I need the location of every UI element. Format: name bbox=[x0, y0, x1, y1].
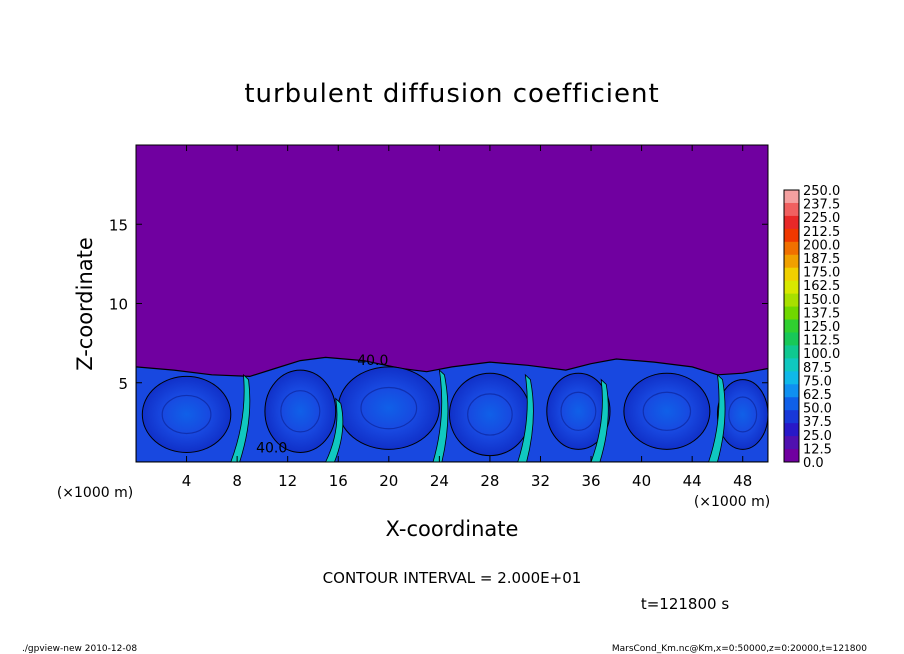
mixed-layer: 40.0 40.0 bbox=[136, 353, 768, 462]
file-info: MarsCond_Km.nc@Km,x=0:50000,z=0:20000,t=… bbox=[612, 644, 867, 654]
y-axis-label: Z-coordinate bbox=[73, 237, 97, 371]
colorbar-swatch bbox=[784, 202, 799, 217]
colorbar-swatch bbox=[784, 267, 799, 282]
colorbar-swatch bbox=[784, 397, 799, 411]
x-tick-label: 44 bbox=[683, 472, 702, 490]
y-unit-label: (×1000 m) bbox=[57, 485, 133, 501]
colorbar-swatch bbox=[784, 293, 799, 308]
x-tick-label: 16 bbox=[329, 472, 348, 490]
plume bbox=[230, 373, 251, 462]
colorbar-swatch bbox=[784, 319, 799, 333]
colorbar-label: 12.5 bbox=[803, 442, 832, 457]
colorbar-label: 62.5 bbox=[803, 388, 832, 403]
eddy-contour bbox=[642, 391, 692, 431]
eddy-contour bbox=[467, 393, 513, 436]
plume bbox=[517, 373, 534, 462]
x-tick-label: 4 bbox=[182, 472, 192, 490]
eddy-contour bbox=[161, 394, 212, 435]
eddy-cell bbox=[448, 372, 531, 457]
colorbar-swatch bbox=[784, 423, 799, 437]
plume bbox=[432, 368, 449, 462]
colorbar-swatch bbox=[784, 345, 799, 359]
colorbar-label: 125.0 bbox=[803, 320, 840, 335]
colorbar-swatch bbox=[784, 410, 799, 424]
x-tick-label: 28 bbox=[480, 472, 499, 490]
x-axis-label: X-coordinate bbox=[386, 517, 519, 541]
colorbar-label: 112.5 bbox=[803, 334, 840, 349]
eddy-cell bbox=[623, 372, 711, 450]
eddy-cell bbox=[337, 366, 440, 450]
eddy-cell bbox=[141, 375, 232, 453]
colorbar-label: 87.5 bbox=[803, 361, 832, 376]
x-tick-label: 8 bbox=[232, 472, 242, 490]
colorbar-label: 0.0 bbox=[803, 456, 824, 471]
colorbar-label: 187.5 bbox=[803, 252, 840, 267]
eddy-contour bbox=[360, 386, 418, 430]
chart-title: turbulent diffusion coefficient bbox=[244, 79, 659, 109]
colorbar-swatch bbox=[784, 384, 799, 398]
plume bbox=[590, 378, 609, 462]
x-unit-label: (×1000 m) bbox=[694, 494, 770, 510]
eddy-cell bbox=[546, 372, 611, 450]
contour-interval: CONTOUR INTERVAL = 2.000E+01 bbox=[323, 569, 582, 587]
program-info: ./gpview-new 2010-12-08 bbox=[22, 644, 137, 654]
y-tick-label: 10 bbox=[109, 296, 128, 314]
colorbar-label: 212.5 bbox=[803, 225, 840, 240]
y-tick-label: 5 bbox=[118, 375, 128, 393]
colorbar-label: 225.0 bbox=[803, 211, 840, 226]
colorbar: 250.0237.5225.0212.5200.0187.5175.0162.5… bbox=[783, 184, 840, 471]
x-tick-label: 32 bbox=[531, 472, 550, 490]
colorbar-label: 175.0 bbox=[803, 266, 840, 281]
colorbar-swatch bbox=[784, 228, 799, 243]
plume bbox=[325, 397, 344, 462]
x-tick-label: 40 bbox=[632, 472, 651, 490]
colorbar-label: 237.5 bbox=[803, 198, 840, 213]
colorbar-label: 137.5 bbox=[803, 306, 840, 321]
colorbar-swatch bbox=[784, 241, 799, 256]
contour-label: 40.0 bbox=[256, 440, 287, 456]
x-ticks: 4 8 12 16 20 24 28 32 36 40 44 48 bbox=[182, 145, 752, 490]
y-ticks: 5 10 15 bbox=[109, 216, 768, 393]
colorbar-swatch bbox=[784, 254, 799, 269]
colorbar-label: 150.0 bbox=[803, 293, 840, 308]
eddy-contour bbox=[560, 391, 597, 431]
colorbar-swatch bbox=[784, 306, 799, 321]
colorbar-swatch bbox=[784, 215, 799, 230]
x-tick-label: 36 bbox=[581, 472, 600, 490]
eddy-cell bbox=[264, 369, 337, 453]
colorbar-swatch bbox=[784, 190, 799, 204]
eddy-contour bbox=[280, 390, 321, 433]
colorbar-swatch bbox=[784, 358, 799, 372]
colorbar-label: 75.0 bbox=[803, 374, 832, 389]
y-tick-label: 15 bbox=[109, 216, 128, 234]
colorbar-label: 50.0 bbox=[803, 402, 832, 417]
colorbar-label: 250.0 bbox=[803, 184, 840, 199]
colorbar-frame bbox=[783, 189, 800, 463]
x-tick-label: 48 bbox=[733, 472, 752, 490]
time-stamp: t=121800 s bbox=[641, 595, 729, 613]
x-tick-label: 20 bbox=[379, 472, 398, 490]
x-tick-label: 24 bbox=[430, 472, 449, 490]
x-tick-label: 12 bbox=[278, 472, 297, 490]
colorbar-swatch bbox=[784, 371, 799, 385]
colorbar-swatch bbox=[784, 280, 799, 295]
colorbar-label: 162.5 bbox=[803, 279, 840, 294]
plume bbox=[708, 373, 726, 462]
colorbar-label: 37.5 bbox=[803, 415, 832, 430]
colorbar-label: 100.0 bbox=[803, 347, 840, 362]
colorbar-label: 25.0 bbox=[803, 429, 832, 444]
colorbar-swatch bbox=[784, 449, 799, 463]
contour-label: 40.0 bbox=[357, 353, 388, 369]
colorbar-swatch bbox=[784, 332, 799, 346]
colorbar-swatch bbox=[784, 436, 799, 450]
colorbar-label: 200.0 bbox=[803, 238, 840, 253]
eddy-contour bbox=[728, 396, 758, 433]
